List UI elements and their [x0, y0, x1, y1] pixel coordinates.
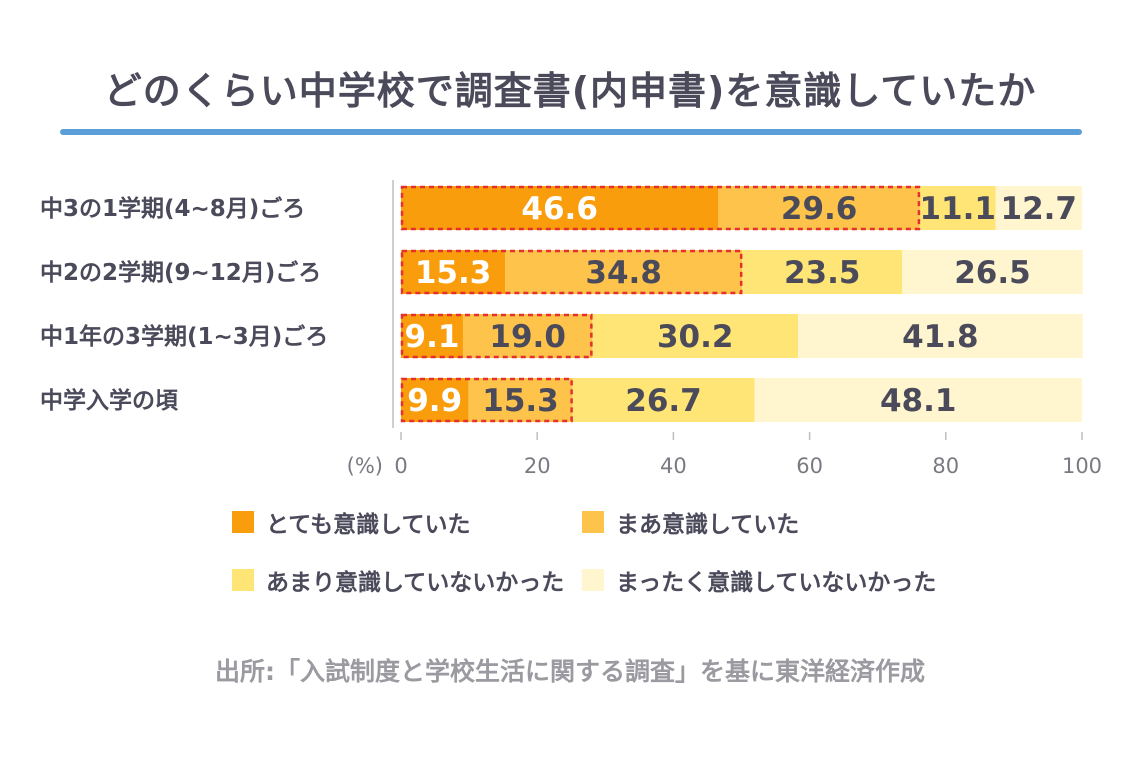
- data-label: 23.5: [784, 255, 861, 291]
- source-note: 出所:「入試制度と学校生活に関する調査」を基に東洋経済作成: [214, 657, 925, 686]
- category-label: 中2の2学期(9~12月)ごろ: [40, 259, 321, 286]
- legend-label-not-at-all: まったく意識していないかった: [616, 570, 937, 596]
- bar-segment: [401, 378, 469, 422]
- data-label: 46.6: [521, 191, 598, 227]
- legend-swatch-not-at-all: [582, 569, 604, 591]
- chart-title: どのくらい中学校で調査書(内申書)を意識していたか: [103, 69, 1037, 113]
- bar-segment: [754, 378, 1082, 422]
- title-underline: [60, 129, 1082, 135]
- category-label: 中3の1学期(4~8月)ごろ: [40, 195, 305, 222]
- legend-item-not-at-all: まったく意識していないかった: [582, 563, 936, 597]
- highlight-outline: [400, 377, 573, 423]
- bar-segment: [902, 250, 1083, 294]
- x-tick-label: 0: [394, 454, 407, 478]
- data-label: 12.7: [1001, 191, 1078, 227]
- data-label: 15.3: [482, 383, 559, 419]
- x-axis-unit-label: (%): [347, 454, 383, 478]
- bar-segment: [505, 250, 743, 294]
- x-tick-label: 60: [796, 454, 823, 478]
- bar-segment: [742, 250, 903, 294]
- bar-segment: [468, 378, 573, 422]
- data-label: 9.9: [407, 383, 462, 419]
- x-tick-label: 80: [932, 454, 959, 478]
- bar-segment: [401, 314, 463, 358]
- bar-segment: [401, 250, 506, 294]
- legend-item-not-much: あまり意識していないかった: [232, 563, 564, 597]
- highlight-outline: [400, 313, 593, 359]
- data-label: 48.1: [880, 383, 957, 419]
- data-label: 30.2: [657, 319, 734, 355]
- data-label: 19.0: [489, 319, 566, 355]
- bar-segment: [462, 314, 593, 358]
- data-label: 9.1: [405, 319, 460, 355]
- bar-segment: [401, 186, 719, 230]
- legend-item-somewhat: まあ意識していた: [582, 505, 799, 539]
- category-label: 中学入学の頃: [40, 387, 179, 414]
- highlight-outline: [400, 249, 743, 295]
- data-label: 34.8: [585, 255, 662, 291]
- data-label: 26.5: [954, 255, 1031, 291]
- bar-segment: [919, 186, 996, 230]
- x-tick-label: 20: [524, 454, 551, 478]
- legend-swatch-somewhat: [582, 511, 604, 533]
- legend-item-very: とても意識していた: [232, 505, 470, 539]
- bar-segment: [718, 186, 920, 230]
- data-label: 15.3: [415, 255, 492, 291]
- legend-label-somewhat: まあ意識していた: [616, 512, 800, 538]
- data-label: 29.6: [781, 191, 858, 227]
- bar-segment: [592, 314, 799, 358]
- category-label: 中1年の3学期(1~3月)ごろ: [40, 323, 328, 350]
- legend-label-not-much: あまり意識していないかった: [266, 570, 565, 596]
- legend-swatch-very: [232, 511, 254, 533]
- bar-segment: [572, 378, 755, 422]
- bar-segment: [995, 186, 1082, 230]
- legend-swatch-not-much: [232, 569, 254, 591]
- x-tick-label: 100: [1062, 454, 1102, 478]
- x-tick-label: 40: [660, 454, 687, 478]
- bar-segment: [798, 314, 1083, 358]
- data-label: 26.7: [625, 383, 702, 419]
- data-label: 11.1: [919, 191, 996, 227]
- legend-label-very: とても意識していた: [266, 512, 471, 538]
- data-label: 41.8: [902, 319, 979, 355]
